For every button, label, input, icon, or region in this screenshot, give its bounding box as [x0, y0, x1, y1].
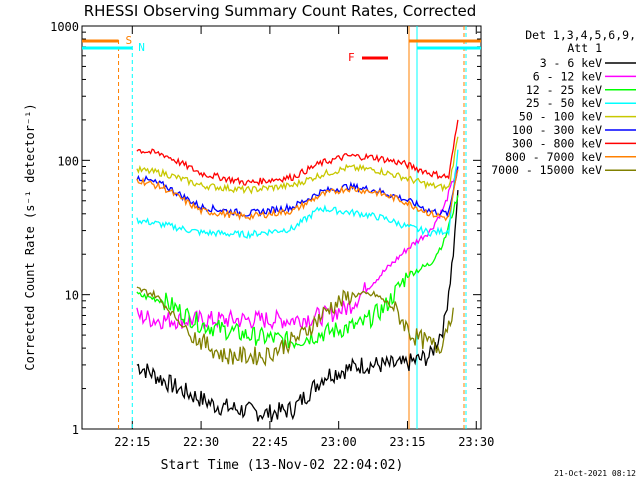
x-axis-label: Start Time (13-Nov-02 22:04:02)	[161, 458, 404, 473]
y-axis-ticks: 1 10 100 1000	[50, 20, 481, 437]
series-line-8	[136, 286, 454, 367]
y-axis-label: Corrected Count Rate (s⁻¹ detector⁻¹)	[23, 103, 37, 370]
series-lines	[136, 119, 459, 423]
y-tick-label: 1000	[50, 20, 79, 34]
series-line-6	[136, 119, 459, 187]
series-line-0	[136, 190, 459, 423]
attenuator-flag-label: S	[126, 34, 133, 47]
chart-title: RHESSI Observing Summary Count Rates, Co…	[84, 2, 477, 20]
x-axis-ticks: 22:15 22:30 22:45 23:00 23:15 23:30	[114, 26, 494, 449]
flare-flag-label: F	[348, 51, 355, 64]
legend-header-line-1: Det 1,3,4,5,6,9,	[525, 28, 636, 42]
x-tick-label: 23:15	[389, 435, 425, 449]
series-line-3	[136, 149, 459, 240]
legend-label-1: 6 - 12 keV	[533, 69, 602, 83]
legend-label-7: 800 - 7000 keV	[505, 150, 602, 164]
legend-label-2: 12 - 25 keV	[526, 83, 602, 97]
legend-label-4: 50 - 100 keV	[519, 110, 602, 124]
x-tick-label: 23:00	[321, 435, 357, 449]
series-line-7	[136, 169, 459, 222]
legend-label-3: 25 - 50 keV	[526, 96, 602, 110]
legend-header-line-2: Att 1	[567, 41, 602, 55]
legend-label-6: 300 - 800 keV	[512, 136, 602, 150]
plot-area	[81, 25, 482, 430]
series-line-5	[136, 166, 459, 218]
x-tick-label: 22:45	[252, 435, 288, 449]
y-tick-label: 100	[57, 154, 79, 168]
x-tick-label: 22:15	[114, 435, 150, 449]
night-flag-label: N	[138, 41, 145, 54]
series-line-4	[136, 136, 459, 195]
x-tick-label: 22:30	[183, 435, 219, 449]
legend-label-0: 3 - 6 keV	[540, 56, 602, 70]
x-tick-label: 23:30	[458, 435, 494, 449]
series-line-1	[136, 166, 459, 331]
y-tick-label: 10	[65, 289, 79, 303]
footer-timestamp: 21-Oct-2021 08:12	[554, 469, 636, 478]
y-tick-label: 1	[72, 423, 79, 437]
legend-label-5: 100 - 300 keV	[512, 123, 602, 137]
legend-label-8: 7000 - 15000 keV	[491, 163, 602, 177]
